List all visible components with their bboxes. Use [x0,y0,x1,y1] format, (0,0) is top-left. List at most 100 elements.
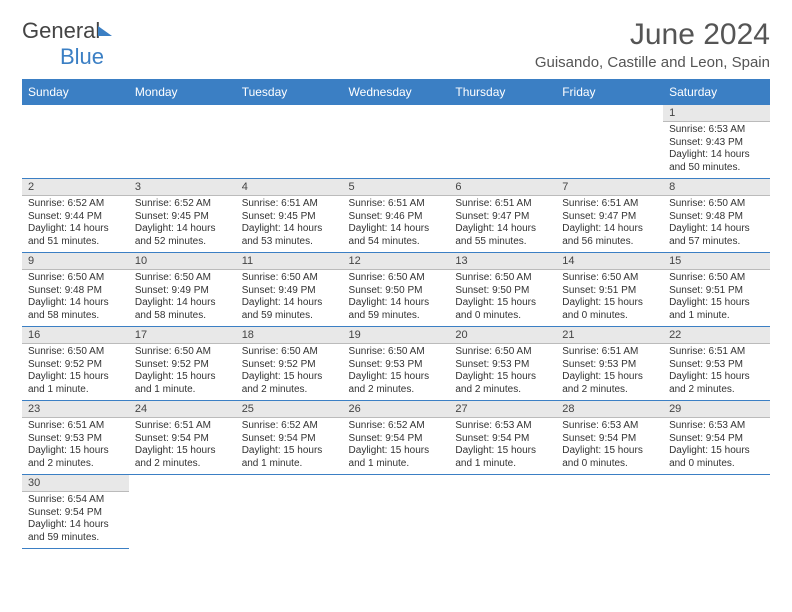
dow-sun: Sunday [22,79,129,105]
calendar-cell: 19Sunrise: 6:50 AMSunset: 9:53 PMDayligh… [343,327,450,401]
daylight-text: Daylight: 14 hours and 55 minutes. [455,223,550,248]
calendar-cell [663,475,770,549]
calendar-cell [22,105,129,179]
daylight-text: Daylight: 15 hours and 1 minute. [28,371,123,396]
logo-text-b: Blue [60,44,104,69]
sunrise-text: Sunrise: 6:53 AM [669,124,764,137]
sunrise-text: Sunrise: 6:50 AM [28,346,123,359]
day-of-week-row: Sunday Monday Tuesday Wednesday Thursday… [22,79,770,105]
calendar-week-row: 23Sunrise: 6:51 AMSunset: 9:53 PMDayligh… [22,401,770,475]
calendar-cell: 14Sunrise: 6:50 AMSunset: 9:51 PMDayligh… [556,253,663,327]
calendar-cell: 22Sunrise: 6:51 AMSunset: 9:53 PMDayligh… [663,327,770,401]
day-number: 17 [129,327,236,344]
day-number: 16 [22,327,129,344]
day-number: 13 [449,253,556,270]
daylight-text: Daylight: 14 hours and 50 minutes. [669,149,764,174]
calendar-cell [236,105,343,179]
day-number: 28 [556,401,663,418]
daylight-text: Daylight: 15 hours and 0 minutes. [669,445,764,470]
day-details: Sunrise: 6:53 AMSunset: 9:43 PMDaylight:… [663,122,770,178]
sunset-text: Sunset: 9:49 PM [135,285,230,298]
sunrise-text: Sunrise: 6:51 AM [349,198,444,211]
sunset-text: Sunset: 9:47 PM [562,211,657,224]
day-number: 22 [663,327,770,344]
calendar-cell: 17Sunrise: 6:50 AMSunset: 9:52 PMDayligh… [129,327,236,401]
location-text: Guisando, Castille and Leon, Spain [535,54,770,71]
daylight-text: Daylight: 15 hours and 0 minutes. [562,445,657,470]
day-number: 25 [236,401,343,418]
sunrise-text: Sunrise: 6:50 AM [242,272,337,285]
sunset-text: Sunset: 9:54 PM [562,433,657,446]
day-details: Sunrise: 6:53 AMSunset: 9:54 PMDaylight:… [663,418,770,474]
sunset-text: Sunset: 9:46 PM [349,211,444,224]
day-details: Sunrise: 6:51 AMSunset: 9:46 PMDaylight:… [343,196,450,252]
day-number: 26 [343,401,450,418]
sunset-text: Sunset: 9:53 PM [455,359,550,372]
calendar-cell [449,105,556,179]
day-number: 3 [129,179,236,196]
day-details: Sunrise: 6:50 AMSunset: 9:49 PMDaylight:… [236,270,343,326]
sunrise-text: Sunrise: 6:50 AM [455,346,550,359]
day-details: Sunrise: 6:51 AMSunset: 9:53 PMDaylight:… [22,418,129,474]
sunset-text: Sunset: 9:51 PM [669,285,764,298]
day-number: 8 [663,179,770,196]
sunset-text: Sunset: 9:53 PM [562,359,657,372]
dow-thu: Thursday [449,79,556,105]
calendar-cell: 1Sunrise: 6:53 AMSunset: 9:43 PMDaylight… [663,105,770,179]
day-number: 6 [449,179,556,196]
calendar-cell: 29Sunrise: 6:53 AMSunset: 9:54 PMDayligh… [663,401,770,475]
daylight-text: Daylight: 14 hours and 58 minutes. [28,297,123,322]
day-details: Sunrise: 6:53 AMSunset: 9:54 PMDaylight:… [449,418,556,474]
day-details: Sunrise: 6:53 AMSunset: 9:54 PMDaylight:… [556,418,663,474]
daylight-text: Daylight: 14 hours and 56 minutes. [562,223,657,248]
sunrise-text: Sunrise: 6:50 AM [562,272,657,285]
calendar-cell: 21Sunrise: 6:51 AMSunset: 9:53 PMDayligh… [556,327,663,401]
day-details: Sunrise: 6:51 AMSunset: 9:47 PMDaylight:… [556,196,663,252]
calendar-cell: 10Sunrise: 6:50 AMSunset: 9:49 PMDayligh… [129,253,236,327]
calendar-cell: 25Sunrise: 6:52 AMSunset: 9:54 PMDayligh… [236,401,343,475]
day-details: Sunrise: 6:50 AMSunset: 9:52 PMDaylight:… [22,344,129,400]
sunset-text: Sunset: 9:48 PM [28,285,123,298]
sunset-text: Sunset: 9:48 PM [669,211,764,224]
day-number: 21 [556,327,663,344]
day-details: Sunrise: 6:50 AMSunset: 9:53 PMDaylight:… [449,344,556,400]
calendar-cell: 23Sunrise: 6:51 AMSunset: 9:53 PMDayligh… [22,401,129,475]
day-number: 4 [236,179,343,196]
daylight-text: Daylight: 14 hours and 51 minutes. [28,223,123,248]
sunset-text: Sunset: 9:53 PM [669,359,764,372]
sunset-text: Sunset: 9:53 PM [349,359,444,372]
day-number: 7 [556,179,663,196]
sunset-text: Sunset: 9:44 PM [28,211,123,224]
day-details: Sunrise: 6:50 AMSunset: 9:49 PMDaylight:… [129,270,236,326]
calendar-cell: 28Sunrise: 6:53 AMSunset: 9:54 PMDayligh… [556,401,663,475]
daylight-text: Daylight: 14 hours and 57 minutes. [669,223,764,248]
sunrise-text: Sunrise: 6:54 AM [28,494,123,507]
calendar-week-row: 2Sunrise: 6:52 AMSunset: 9:44 PMDaylight… [22,179,770,253]
day-details: Sunrise: 6:50 AMSunset: 9:51 PMDaylight:… [663,270,770,326]
calendar-cell: 6Sunrise: 6:51 AMSunset: 9:47 PMDaylight… [449,179,556,253]
logo-text-a: General [22,18,100,43]
sunrise-text: Sunrise: 6:53 AM [455,420,550,433]
empty-day [556,105,663,123]
sunset-text: Sunset: 9:43 PM [669,137,764,150]
calendar-cell: 27Sunrise: 6:53 AMSunset: 9:54 PMDayligh… [449,401,556,475]
day-details: Sunrise: 6:50 AMSunset: 9:48 PMDaylight:… [22,270,129,326]
sunrise-text: Sunrise: 6:52 AM [349,420,444,433]
sunset-text: Sunset: 9:53 PM [28,433,123,446]
sunrise-text: Sunrise: 6:51 AM [562,198,657,211]
sunrise-text: Sunrise: 6:53 AM [669,420,764,433]
logo-text: General Blue [22,18,112,70]
sunrise-text: Sunrise: 6:51 AM [135,420,230,433]
calendar-cell: 8 Sunrise: 6:50 AMSunset: 9:48 PMDaylight… [663,179,770,253]
sunrise-text: Sunrise: 6:50 AM [455,272,550,285]
calendar-week-row: 30Sunrise: 6:54 AMSunset: 9:54 PMDayligh… [22,475,770,549]
calendar-cell: 5Sunrise: 6:51 AMSunset: 9:46 PMDaylight… [343,179,450,253]
sunset-text: Sunset: 9:47 PM [455,211,550,224]
calendar-cell: 2Sunrise: 6:52 AMSunset: 9:44 PMDaylight… [22,179,129,253]
day-number: 12 [343,253,450,270]
calendar-cell: 11Sunrise: 6:50 AMSunset: 9:49 PMDayligh… [236,253,343,327]
sunrise-text: Sunrise: 6:50 AM [669,198,764,211]
dow-mon: Monday [129,79,236,105]
sunset-text: Sunset: 9:52 PM [135,359,230,372]
day-details: Sunrise: 6:50 AMSunset: 9:51 PMDaylight:… [556,270,663,326]
